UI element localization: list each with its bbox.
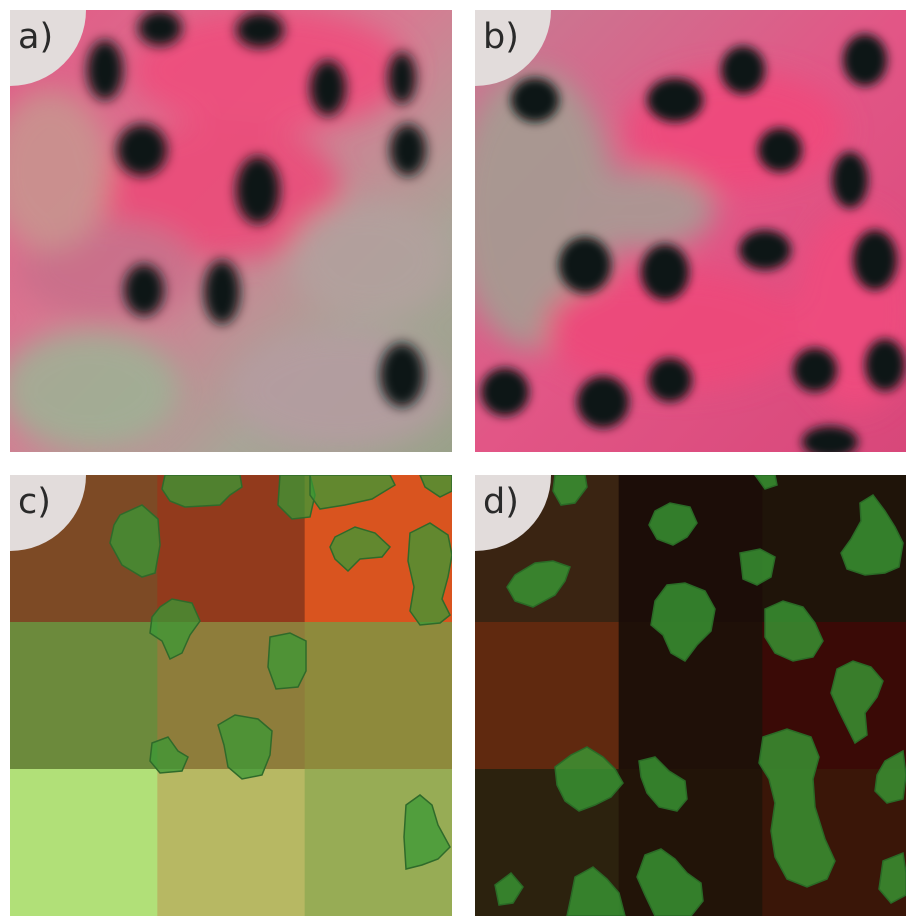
grid-cells-c xyxy=(10,475,452,916)
panel-label-a: a) xyxy=(10,10,86,86)
panel-a: a) xyxy=(10,10,452,452)
crown-mask-grid-d xyxy=(475,475,906,916)
satellite-image-b xyxy=(475,10,906,452)
crown-mask-grid-c xyxy=(10,475,452,916)
grid-cell xyxy=(475,622,620,770)
grid-cell xyxy=(10,769,158,916)
panel-b: b) xyxy=(475,10,906,452)
grid-cell xyxy=(10,622,158,770)
panel-label-d: d) xyxy=(475,475,551,551)
satellite-image-a xyxy=(10,10,452,452)
panel-d: d) xyxy=(475,475,906,916)
panel-c: c) xyxy=(10,475,452,916)
crown-masks-d xyxy=(494,475,906,916)
grid-cell xyxy=(304,622,452,770)
grid-cell xyxy=(157,769,306,916)
crown-masks-c xyxy=(109,475,452,870)
